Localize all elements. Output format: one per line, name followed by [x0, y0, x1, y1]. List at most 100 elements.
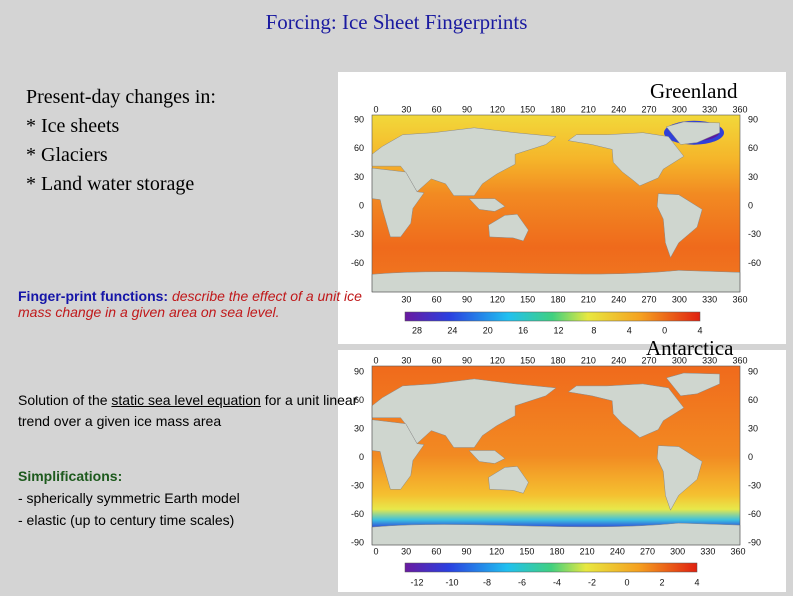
bottom-tick-label: 360 [732, 294, 747, 304]
bottom-tick-label: 30 [401, 294, 411, 304]
bottom-tick-label: 270 [640, 546, 655, 556]
land [468, 198, 506, 212]
colorbar-tick-label: 0 [624, 577, 629, 587]
left-tick-label: 60 [354, 143, 364, 153]
land [656, 193, 703, 259]
bottom-tick-label: 210 [580, 546, 595, 556]
bottom-tick-label: 150 [520, 294, 535, 304]
map-frame [371, 114, 741, 293]
top-tick-label: 330 [702, 355, 717, 365]
left-tick-label: -30 [351, 480, 364, 490]
colorbar-tick-label: 4 [627, 325, 632, 335]
bottom-tick-label: 270 [641, 294, 656, 304]
right-tick-label: -30 [748, 229, 761, 239]
colorbar-tick-label: -8 [483, 577, 491, 587]
top-tick-label: 150 [520, 355, 535, 365]
bottom-tick-label: 30 [401, 546, 411, 556]
colorbar-tick-label: -12 [410, 577, 423, 587]
left-tick-label: 90 [354, 114, 364, 124]
land [665, 372, 720, 397]
solution-text: Solution of the static sea level equatio… [18, 390, 370, 432]
right-tick-label: 90 [748, 114, 758, 124]
top-tick-label: 180 [550, 355, 565, 365]
land [567, 383, 685, 438]
top-tick-label: 270 [641, 355, 656, 365]
definition: describe the effect of a unit ice mass c… [18, 288, 362, 320]
top-tick-label: 360 [732, 104, 747, 114]
top-tick-label: 60 [432, 355, 442, 365]
left-tick-label: 0 [359, 200, 364, 210]
bottom-tick-label: 360 [730, 546, 745, 556]
land [371, 419, 425, 490]
right-tick-label: 90 [748, 366, 758, 376]
colorbar-tick-label: 24 [447, 325, 457, 335]
term: Finger-print functions: [18, 288, 169, 304]
top-tick-label: 210 [581, 355, 596, 365]
bottom-tick-label: 120 [489, 546, 504, 556]
bottom-tick-label: 240 [611, 294, 626, 304]
bottom-tick-label: 90 [461, 546, 471, 556]
intro-heading: Present-day changes in: [26, 86, 216, 108]
right-tick-label: 0 [748, 452, 753, 462]
map-label: Antarctica [646, 336, 734, 360]
simplification-item: - elastic (up to century time scales) [18, 512, 235, 528]
colorbar-tick-label: -2 [588, 577, 596, 587]
top-tick-label: 240 [611, 355, 626, 365]
top-tick-label: 90 [462, 355, 472, 365]
bottom-tick-label: 240 [610, 546, 625, 556]
colorbar [404, 562, 698, 573]
top-tick-label: 300 [672, 104, 687, 114]
bottom-tick-label: 180 [550, 294, 565, 304]
bottom-tick-label: 330 [700, 546, 715, 556]
intro-item: * Land water storage [26, 173, 195, 195]
land [488, 466, 529, 494]
left-tick-label: 30 [354, 423, 364, 433]
top-tick-label: 90 [462, 104, 472, 114]
top-tick-label: 210 [581, 104, 596, 114]
bottom-tick-label: 0 [373, 546, 378, 556]
colorbar-tick-label: 12 [553, 325, 563, 335]
top-tick-label: 0 [373, 104, 378, 114]
colorbar-tick-label: 2 [659, 577, 664, 587]
right-tick-label: -90 [748, 537, 761, 547]
colorbar-tick-label: -6 [518, 577, 526, 587]
top-tick-label: 270 [641, 104, 656, 114]
slide-title: Forcing: Ice Sheet Fingerprints [265, 10, 528, 34]
top-tick-label: 240 [611, 104, 626, 114]
simplification-item: - spherically symmetric Earth model [18, 490, 240, 506]
left-tick-label: -90 [351, 537, 364, 547]
colorbar-tick-label: 4 [697, 325, 702, 335]
right-tick-label: -60 [748, 258, 761, 268]
colorbar-tick-label: 0 [662, 325, 667, 335]
map-label: Greenland [650, 79, 738, 103]
fingerprint-text: Finger-print functions: describe the eff… [18, 288, 390, 320]
right-tick-label: -60 [748, 509, 761, 519]
top-tick-label: 30 [401, 104, 411, 114]
right-tick-label: 0 [748, 200, 753, 210]
top-tick-label: 120 [490, 355, 505, 365]
top-tick-label: 180 [550, 104, 565, 114]
bottom-tick-label: 300 [672, 294, 687, 304]
land [468, 450, 506, 464]
colorbar-tick-label: 16 [518, 325, 528, 335]
intro-item: * Glaciers [26, 144, 108, 166]
simplifications-heading: Simplifications: [18, 468, 123, 484]
top-tick-label: 30 [401, 355, 411, 365]
left-tick-label: 30 [354, 172, 364, 182]
bottom-tick-label: 60 [432, 294, 442, 304]
land [656, 445, 703, 511]
colorbar-tick-label: -4 [553, 577, 561, 587]
right-tick-label: 60 [748, 143, 758, 153]
left-tick-label: 90 [354, 366, 364, 376]
right-tick-label: 30 [748, 423, 758, 433]
colorbar-tick-label: 8 [591, 325, 596, 335]
top-tick-label: 120 [490, 104, 505, 114]
colorbar-tick-label: 20 [483, 325, 493, 335]
left-tick-label: 60 [354, 395, 364, 405]
bottom-tick-label: 210 [581, 294, 596, 304]
left-tick-label: -60 [351, 509, 364, 519]
antarctica [371, 270, 741, 293]
antarctica [371, 522, 741, 546]
text: for a unit linear trend over a given ice… [18, 392, 358, 429]
